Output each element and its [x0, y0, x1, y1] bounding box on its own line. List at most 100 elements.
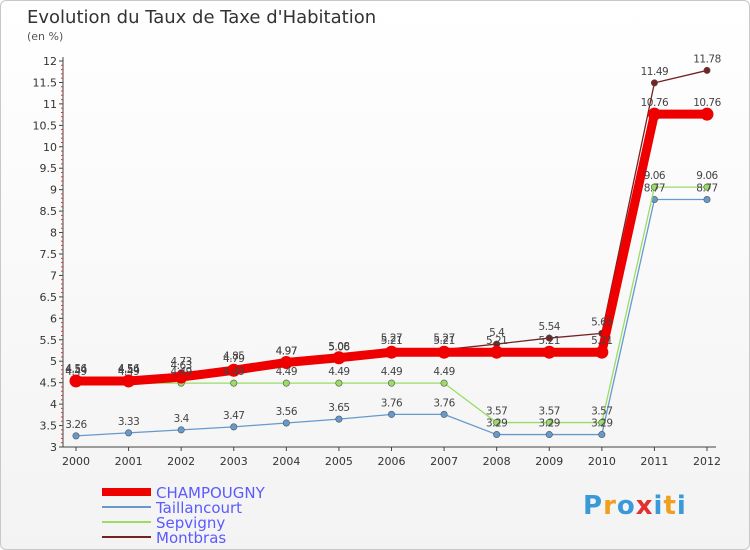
y-tick-label: 7 — [50, 269, 57, 282]
data-label-taillancourt: 3.65 — [328, 402, 349, 414]
data-label-montbras: 5.27 — [433, 333, 454, 345]
data-point-champougny — [174, 370, 188, 384]
data-point-champougny — [227, 363, 241, 377]
data-label-champougny: 4.54 — [65, 364, 87, 376]
x-tick-label: 2005 — [325, 455, 353, 468]
data-label-sepvigny: 3.57 — [591, 406, 612, 418]
data-point-champougny — [122, 374, 136, 388]
data-label-montbras: 4.56 — [65, 363, 87, 375]
data-label-champougny: 5.21 — [486, 335, 507, 347]
data-point-sepvigny — [545, 419, 553, 427]
legend-label-sepvigny: Sepvigny — [156, 514, 225, 532]
data-point-champougny — [385, 345, 398, 359]
data-label-champougny: 4.54 — [118, 364, 140, 376]
logo-letter: o — [616, 491, 636, 521]
data-label-taillancourt: 3.47 — [223, 410, 244, 422]
logo-letter: i — [676, 491, 687, 521]
data-label-sepvigny: 4.49 — [118, 366, 139, 378]
data-label-montbras: 11.78 — [693, 53, 721, 65]
data-point-taillancourt — [282, 419, 290, 427]
data-point-sepvigny — [493, 419, 501, 427]
data-label-montbras: 11.49 — [641, 66, 669, 78]
y-tick-label: 9.5 — [40, 162, 58, 175]
data-point-montbras — [545, 334, 553, 342]
y-tick-label: 3 — [50, 441, 57, 454]
data-label-sepvigny: 4.49 — [381, 366, 402, 378]
data-label-champougny: 5.21 — [539, 335, 560, 347]
data-point-sepvigny — [282, 379, 290, 387]
logo-letter: P — [583, 491, 604, 521]
data-label-sepvigny: 9.06 — [644, 170, 666, 182]
y-tick-label: 6.5 — [40, 291, 58, 304]
x-tick-label: 2008 — [483, 455, 511, 468]
data-label-taillancourt: 3.76 — [381, 397, 403, 409]
data-point-sepvigny — [440, 379, 448, 387]
y-tick-label: 3.5 — [40, 420, 58, 433]
x-tick-label: 2006 — [378, 455, 406, 468]
data-label-taillancourt: 3.29 — [486, 418, 507, 430]
data-label-champougny: 5.21 — [591, 335, 612, 347]
data-label-taillancourt: 3.76 — [433, 397, 455, 409]
legend-label-taillancourt: Taillancourt — [155, 499, 242, 517]
data-point-sepvigny — [335, 379, 343, 387]
y-tick-label: 12 — [43, 55, 57, 68]
data-point-champougny — [279, 356, 293, 370]
data-point-taillancourt — [440, 410, 448, 418]
data-label-montbras: 5.06 — [328, 342, 350, 354]
series-layer — [69, 66, 714, 440]
data-point-sepvigny — [387, 379, 395, 387]
logo-letter: i — [653, 491, 664, 521]
logo-letter: r — [603, 491, 617, 521]
data-label-montbras: 4.97 — [276, 346, 297, 358]
x-tick-label: 2002 — [167, 455, 195, 468]
data-label-taillancourt: 3.29 — [539, 418, 560, 430]
data-label-montbras: 4.56 — [118, 363, 140, 375]
x-tick-label: 2003 — [220, 455, 248, 468]
data-point-champougny — [332, 351, 346, 365]
x-tick-label: 2004 — [272, 455, 300, 468]
data-label-champougny: 4.97 — [276, 346, 297, 358]
data-label-taillancourt: 3.56 — [276, 406, 298, 418]
data-label-sepvigny: 4.49 — [65, 366, 86, 378]
data-label-taillancourt: 3.29 — [591, 418, 612, 430]
x-tick-label: 2000 — [62, 455, 90, 468]
y-tick-label: 5 — [50, 355, 57, 368]
data-point-taillancourt — [703, 196, 711, 204]
y-tick-label: 7.5 — [40, 248, 58, 261]
data-label-champougny: 4.63 — [170, 360, 191, 372]
y-tick-label: 11 — [43, 98, 57, 111]
data-label-sepvigny: 3.57 — [539, 406, 560, 418]
legend-label-montbras: Montbras — [156, 529, 226, 547]
chart-title: Evolution du Taux de Taxe d'Habitation — [27, 7, 377, 28]
data-point-taillancourt — [545, 431, 553, 439]
data-label-sepvigny: 9.06 — [696, 170, 718, 182]
data-label-taillancourt: 3.4 — [174, 413, 190, 425]
data-point-taillancourt — [387, 410, 395, 418]
y-tick-label: 9 — [50, 184, 57, 197]
data-label-montbras: 5.4 — [489, 327, 505, 339]
data-label-champougny: 10.76 — [641, 97, 669, 109]
proxiti-logo: Proxiti — [583, 491, 687, 521]
data-point-taillancourt — [598, 431, 606, 439]
data-label-champougny: 5.21 — [381, 335, 402, 347]
y-tick-label: 8 — [50, 227, 57, 240]
data-point-taillancourt — [493, 431, 501, 439]
y-tick-label: 11.5 — [33, 76, 58, 89]
x-tick-label: 2001 — [115, 455, 143, 468]
data-label-sepvigny: 4.49 — [223, 366, 244, 378]
logo-letter: x — [635, 491, 654, 521]
data-label-taillancourt: 3.26 — [65, 419, 87, 431]
data-point-sepvigny — [230, 379, 238, 387]
y-tick-label: 4.5 — [40, 377, 58, 390]
data-label-taillancourt: 3.33 — [118, 416, 139, 428]
data-label-champougny: 4.79 — [223, 353, 244, 365]
data-label-sepvigny: 3.57 — [486, 406, 507, 418]
unit-label: (en %) — [27, 30, 64, 43]
logo-letter: t — [663, 491, 677, 521]
data-label-montbras: 5.27 — [381, 333, 402, 345]
legend-label-champougny: CHAMPOUGNY — [156, 484, 266, 502]
data-point-champougny — [437, 345, 451, 359]
data-point-taillancourt — [177, 426, 185, 434]
